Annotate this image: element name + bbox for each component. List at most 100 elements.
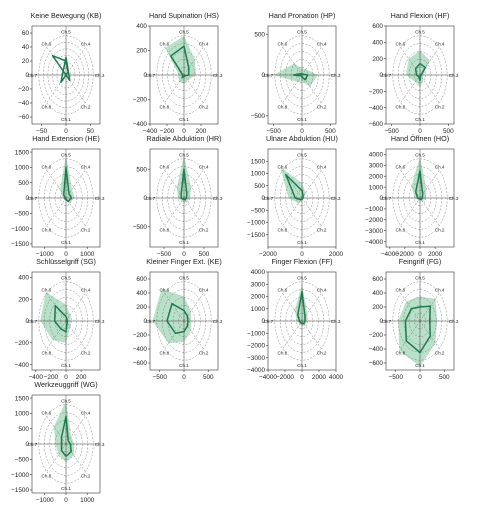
- x-tick-label: −500: [157, 251, 172, 258]
- channel-label: Ch.6: [42, 42, 52, 47]
- y-tick-label: 60: [22, 30, 30, 37]
- channel-label: Ch.6: [42, 165, 52, 170]
- channel-label: Ch.4: [81, 165, 91, 170]
- y-tick-label: 0: [379, 318, 383, 325]
- y-tick-label: −500: [251, 207, 266, 214]
- subplot-title: Hand Supination (HS): [149, 11, 219, 20]
- channel-label: Ch.7: [146, 73, 156, 78]
- y-tick-label: −200: [133, 332, 148, 339]
- channel-label: Ch.4: [199, 288, 209, 293]
- channel-label: Ch.5: [415, 153, 425, 158]
- y-tick-label: −400: [15, 362, 30, 369]
- grid-spoke: [164, 47, 185, 76]
- grid-spoke: [301, 47, 322, 76]
- y-tick-label: −400: [369, 346, 384, 353]
- x-tick-label: 0: [182, 251, 186, 258]
- channel-label: Ch.4: [81, 411, 91, 416]
- grid-spoke: [183, 293, 204, 322]
- subplot-10: Kleiner Finger Ext. (KE) Ch.1 Ch.2 Ch.3 Ch.4…: [133, 257, 223, 381]
- channel-label: Ch.4: [199, 165, 209, 170]
- y-tick-label: 4000: [369, 152, 384, 159]
- subplot-title: Werkzeuggriff (WG): [34, 380, 97, 389]
- grid-spoke: [65, 170, 86, 199]
- y-tick-label: 600: [372, 23, 383, 30]
- channel-label: Ch.8: [396, 227, 406, 232]
- y-tick-label: −3000: [365, 228, 383, 235]
- channel-label: Ch.4: [317, 288, 327, 293]
- channel-label: Ch.1: [179, 117, 189, 122]
- grid-spoke: [400, 74, 421, 103]
- channel-label: Ch.8: [160, 104, 170, 109]
- grid-spoke: [419, 47, 440, 76]
- x-tick-label: 0: [64, 374, 68, 381]
- channel-label: Ch.8: [396, 350, 406, 355]
- y-tick-label: −1000: [11, 472, 29, 479]
- x-tick-label: −1000: [36, 251, 54, 258]
- x-tick-label: 2000: [329, 251, 344, 258]
- y-tick-label: 200: [372, 304, 383, 311]
- std-band: [405, 50, 431, 88]
- channel-label: Ch.6: [396, 42, 406, 47]
- channel-label: Ch.7: [28, 319, 38, 324]
- x-tick-label: 500: [199, 251, 210, 258]
- y-tick-label: −600: [369, 360, 384, 367]
- mean-line: [297, 290, 306, 325]
- channel-label: Ch.4: [435, 42, 445, 47]
- std-band: [165, 35, 196, 84]
- y-tick-label: −1000: [365, 206, 383, 213]
- x-tick-label: −4000: [381, 251, 399, 258]
- channel-label: Ch.2: [435, 350, 445, 355]
- x-tick-label: 0: [300, 251, 304, 258]
- grid-spoke: [400, 197, 421, 226]
- channel-label: Ch.7: [382, 196, 392, 201]
- grid-spoke: [183, 320, 204, 349]
- grid-spoke: [183, 74, 204, 103]
- grid-spoke: [301, 74, 322, 103]
- y-tick-label: −200: [15, 340, 30, 347]
- x-tick-label: −400: [29, 374, 44, 381]
- y-tick-label: 3000: [251, 281, 266, 288]
- grid-spoke: [183, 170, 204, 199]
- y-tick-label: −60: [18, 114, 29, 121]
- grid-spoke: [400, 293, 421, 322]
- y-tick-label: 1500: [251, 158, 266, 165]
- channel-label: Ch.3: [95, 442, 105, 447]
- channel-label: Ch.3: [95, 73, 105, 78]
- mean-line: [404, 305, 432, 354]
- x-tick-label: −2000: [396, 251, 414, 258]
- grid-spoke: [301, 293, 322, 322]
- channel-label: Ch.8: [42, 227, 52, 232]
- mean-line: [170, 45, 190, 79]
- channel-label: Ch.6: [278, 42, 288, 47]
- y-tick-label: 400: [136, 290, 147, 297]
- grid-spoke: [46, 74, 67, 103]
- channel-label: Ch.1: [179, 363, 189, 368]
- grid-spoke: [419, 170, 440, 199]
- channel-label: Ch.5: [297, 153, 307, 158]
- x-tick-label: −400: [143, 128, 158, 135]
- y-tick-label: −500: [251, 113, 266, 120]
- grid-spoke: [46, 293, 67, 322]
- subplot-9: Schlüsselgriff (SG) Ch.1 Ch.2 Ch.3 Ch.4 Ch.5 C…: [15, 257, 105, 381]
- grid-spoke: [65, 320, 86, 349]
- grid-spoke: [419, 197, 440, 226]
- channel-label: Ch.4: [317, 42, 327, 47]
- y-tick-label: −500: [133, 224, 148, 231]
- x-tick-label: −1000: [36, 497, 54, 504]
- y-tick-label: 1000: [15, 411, 30, 418]
- channel-label: Ch.7: [146, 196, 156, 201]
- subplot-5: Hand Extension (HE) Ch.1 Ch.2 Ch.3 Ch.4 Ch.5 C…: [11, 134, 105, 258]
- mean-line: [166, 302, 189, 335]
- grid-spoke: [282, 320, 303, 349]
- std-band: [398, 296, 437, 367]
- channel-label: Ch.5: [61, 276, 71, 281]
- grid-spoke: [46, 170, 67, 199]
- channel-label: Ch.8: [160, 227, 170, 232]
- subplot-title: Ulnare Abduktion (HU): [266, 134, 338, 143]
- channel-label: Ch.2: [317, 104, 327, 109]
- y-tick-label: 0: [379, 72, 383, 79]
- channel-label: Ch.5: [297, 276, 307, 281]
- x-tick-label: 0: [182, 374, 186, 381]
- channel-label: Ch.4: [435, 165, 445, 170]
- grid-spoke: [183, 197, 204, 226]
